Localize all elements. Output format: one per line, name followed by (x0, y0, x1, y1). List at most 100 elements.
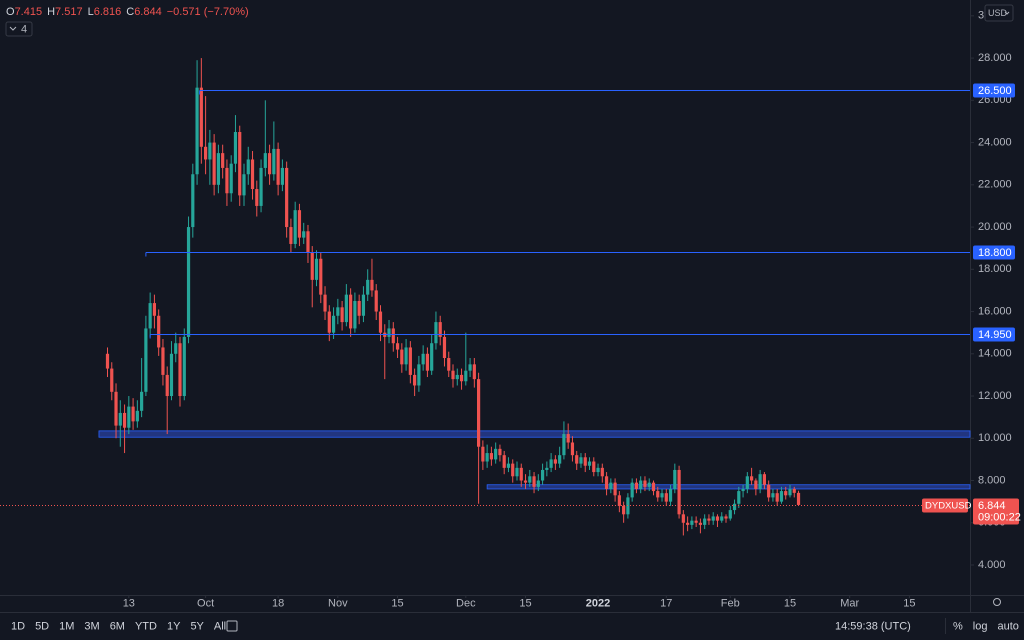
candle-body (114, 391, 118, 426)
candle-body (319, 258, 323, 295)
candle-body (442, 336, 447, 359)
range-button[interactable]: All (214, 620, 226, 632)
x-tick-label: 18 (272, 597, 284, 609)
candle-body (792, 488, 796, 493)
candle-body (545, 467, 549, 470)
currency: USD (988, 8, 1008, 18)
candle-body (165, 374, 169, 397)
candle-body (459, 374, 464, 382)
x-tick-label: 15 (784, 597, 796, 609)
y-tick-label: 22.000 (978, 179, 1012, 191)
candle-body (553, 459, 557, 464)
price-change: −0.571 (−7.70%) (167, 6, 249, 18)
candle-body (656, 491, 660, 498)
candle-body (758, 474, 762, 489)
candle-body (233, 132, 238, 164)
range-button[interactable]: 1D (11, 620, 25, 632)
candle-body (289, 227, 293, 244)
symbol-label-box (922, 498, 968, 513)
candle-body (451, 370, 455, 380)
candle-body (737, 491, 741, 504)
candle-body (686, 522, 690, 525)
support-zone (98, 430, 971, 438)
ohlc-key: C (126, 6, 134, 18)
candle-body (370, 279, 374, 291)
candle-body (140, 391, 144, 411)
candle-body (400, 349, 404, 365)
x-tick-label: 15 (391, 597, 403, 609)
candle-body (391, 328, 395, 344)
candle-body (302, 231, 306, 238)
candle-body (694, 520, 698, 523)
candle-body (762, 474, 766, 485)
candle-body (562, 434, 566, 456)
candle-body (216, 153, 220, 185)
settings-icon[interactable] (993, 598, 1001, 606)
candle-body (715, 516, 720, 521)
candle-body (229, 163, 233, 194)
range-button[interactable]: YTD (135, 620, 157, 632)
candle-body (643, 480, 647, 487)
candle-body (204, 146, 208, 160)
candle-body (246, 159, 250, 175)
x-tick-label: 15 (903, 597, 915, 609)
candle-body (549, 459, 553, 468)
candle-body (110, 368, 114, 392)
candle-body (314, 258, 319, 280)
candle-body (285, 167, 289, 228)
candle-body (366, 279, 370, 295)
candle-body (378, 311, 383, 333)
chevron-icon (1004, 11, 1010, 15)
candle-body (472, 364, 476, 380)
candle-body (532, 476, 536, 487)
candle-body (506, 463, 511, 468)
candle-body (779, 491, 784, 502)
candle-body (276, 148, 280, 185)
x-tick-label: 13 (123, 597, 135, 609)
candle-body (596, 467, 600, 473)
candle-body (263, 153, 267, 168)
indicator-toggle[interactable] (5, 21, 33, 37)
level-label: 18.800 (978, 247, 1012, 259)
candle-body (767, 484, 771, 498)
scale-button[interactable]: auto (997, 620, 1018, 632)
candle-body (310, 252, 314, 280)
scale-button[interactable]: % (953, 620, 963, 632)
y-tick-label: 16.000 (978, 305, 1012, 317)
candle-body (430, 343, 434, 371)
range-button[interactable]: 1M (59, 620, 74, 632)
candle-body (796, 492, 801, 505)
candle-body (361, 294, 366, 316)
y-tick-label: 12.000 (978, 390, 1012, 402)
range-button[interactable]: 5Y (190, 620, 204, 632)
clock: 14:59:38 (UTC) (835, 620, 911, 632)
candle-body (536, 480, 540, 487)
currency-select[interactable] (984, 4, 1014, 22)
range-button[interactable]: 3M (84, 620, 99, 632)
scale-button[interactable]: log (973, 620, 988, 632)
candle-body (558, 455, 562, 464)
chevron-icon (9, 26, 17, 31)
candle-body (587, 461, 592, 466)
candle-body (592, 461, 596, 473)
candle-body (750, 476, 754, 481)
candle-body (259, 167, 263, 206)
range-button[interactable]: 1Y (167, 620, 181, 632)
candle-body (622, 505, 626, 515)
range-button[interactable]: 5D (35, 620, 49, 632)
candle-body (272, 148, 276, 175)
candle-body (191, 174, 195, 228)
last-price-box (973, 498, 1019, 525)
candle-body (157, 315, 161, 348)
candle-body (647, 482, 651, 487)
range-button[interactable]: 6M (110, 620, 125, 632)
candle-body (417, 364, 421, 386)
candle-body (174, 343, 178, 354)
date-range-icon[interactable] (226, 620, 238, 632)
candle-body (784, 491, 788, 496)
candle-body (455, 374, 459, 380)
candle-body (131, 406, 135, 422)
candle-body (481, 446, 485, 462)
candle-body (421, 353, 425, 365)
